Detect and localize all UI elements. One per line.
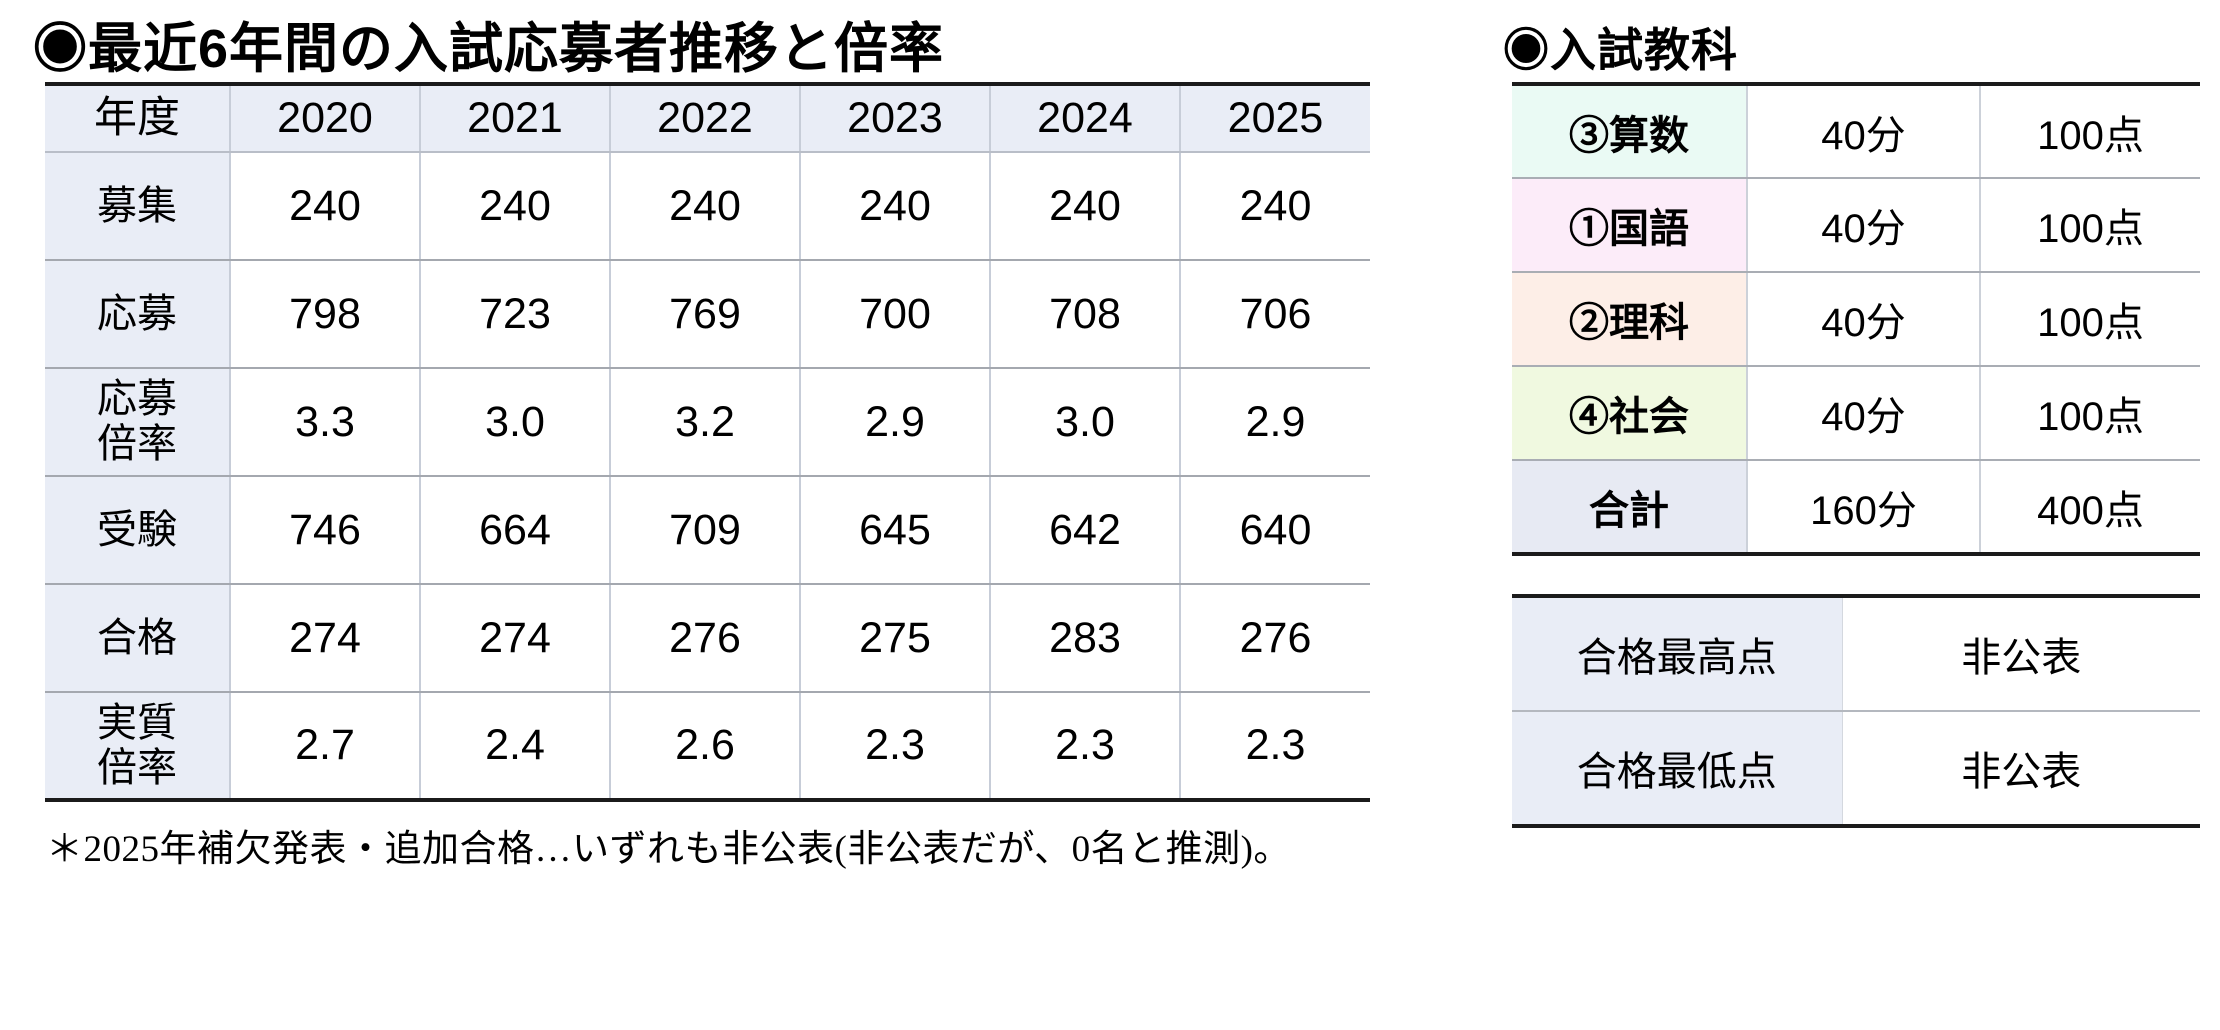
value-cell: 746 [230,476,421,585]
value-cell: 2.9 [800,368,991,477]
year-cell: 2020 [230,84,421,153]
subject-duration: 40分 [1747,84,1981,179]
year-cell: 2023 [800,84,991,153]
subject-label: ②理科 [1512,272,1748,367]
value-cell: 700 [800,260,991,369]
subject-points: 400点 [1980,460,2200,554]
row-label: 実質 倍率 [45,692,231,800]
row-label: 募集 [45,152,231,261]
table-row-applicants: 応募 798 723 769 700 708 706 [45,260,1370,369]
value-cell: 2.6 [610,692,801,800]
value-cell: 2.7 [230,692,421,800]
score-row-lowest: 合格最低点 非公表 [1512,711,2200,826]
table-row-application-ratio: 応募 倍率 3.3 3.0 3.2 2.9 3.0 2.9 [45,368,1370,477]
year-corner-cell: 年度 [45,84,231,153]
score-label: 合格最低点 [1512,711,1843,826]
value-cell: 2.3 [800,692,991,800]
subject-row-social: ④社会 40分 100点 [1512,366,2200,461]
value-cell: 2.3 [990,692,1181,800]
left-section-title: ◉最近6年間の入試応募者推移と倍率 [33,19,945,79]
value-cell: 3.0 [990,368,1181,477]
subject-row-japanese: ①国語 40分 100点 [1512,178,2200,273]
subject-row-science: ②理科 40分 100点 [1512,272,2200,367]
value-cell: 645 [800,476,991,585]
year-cell: 2025 [1180,84,1370,153]
score-label: 合格最高点 [1512,596,1843,712]
subject-points: 100点 [1980,178,2200,273]
value-cell: 274 [420,584,611,693]
subject-label: ③算数 [1512,84,1748,179]
subject-row-math: ③算数 40分 100点 [1512,84,2200,179]
subject-points: 100点 [1980,84,2200,179]
value-cell: 769 [610,260,801,369]
subject-label: ④社会 [1512,366,1748,461]
value-cell: 664 [420,476,611,585]
applicants-trend-table: 年度 2020 2021 2022 2023 2024 2025 募集 240 … [45,82,1370,802]
subject-points: 100点 [1980,272,2200,367]
subject-duration: 40分 [1747,366,1981,461]
table-row-passed: 合格 274 274 276 275 283 276 [45,584,1370,693]
value-cell: 240 [1180,152,1370,261]
value-cell: 723 [420,260,611,369]
value-cell: 240 [420,152,611,261]
footnote: ＊2025年補欠発表・追加合格…いずれも非公表(非公表だが、0名と推測)。 [46,829,1291,870]
score-value: 非公表 [1842,596,2200,712]
value-cell: 240 [610,152,801,261]
value-cell: 240 [230,152,421,261]
row-label: 応募 [45,260,231,369]
value-cell: 2.4 [420,692,611,800]
table-row-recruitment: 募集 240 240 240 240 240 240 [45,152,1370,261]
exam-subjects-table: ③算数 40分 100点 ①国語 40分 100点 ②理科 40分 100点 ④… [1512,82,2200,556]
value-cell: 274 [230,584,421,693]
value-cell: 3.3 [230,368,421,477]
value-cell: 240 [990,152,1181,261]
year-cell: 2022 [610,84,801,153]
value-cell: 798 [230,260,421,369]
value-cell: 708 [990,260,1181,369]
subject-label: 合計 [1512,460,1748,554]
value-cell: 240 [800,152,991,261]
score-row-highest: 合格最高点 非公表 [1512,596,2200,712]
year-cell: 2021 [420,84,611,153]
subject-duration: 40分 [1747,272,1981,367]
row-label: 合格 [45,584,231,693]
table-row-actual-ratio: 実質 倍率 2.7 2.4 2.6 2.3 2.3 2.3 [45,692,1370,800]
table-row-examinees: 受験 746 664 709 645 642 640 [45,476,1370,585]
value-cell: 3.2 [610,368,801,477]
value-cell: 640 [1180,476,1370,585]
value-cell: 2.9 [1180,368,1370,477]
value-cell: 709 [610,476,801,585]
subject-duration: 40分 [1747,178,1981,273]
value-cell: 706 [1180,260,1370,369]
table-header-row: 年度 2020 2021 2022 2023 2024 2025 [45,84,1370,153]
row-label: 受験 [45,476,231,585]
value-cell: 275 [800,584,991,693]
subject-row-total: 合計 160分 400点 [1512,460,2200,554]
value-cell: 283 [990,584,1181,693]
subject-points: 100点 [1980,366,2200,461]
pass-scores-table: 合格最高点 非公表 合格最低点 非公表 [1512,594,2200,828]
subject-label: ①国語 [1512,178,1748,273]
score-value: 非公表 [1842,711,2200,826]
value-cell: 642 [990,476,1181,585]
right-section-title: ◉入試教科 [1503,24,1738,76]
subject-duration: 160分 [1747,460,1981,554]
year-cell: 2024 [990,84,1181,153]
value-cell: 3.0 [420,368,611,477]
value-cell: 276 [610,584,801,693]
row-label: 応募 倍率 [45,368,231,477]
value-cell: 2.3 [1180,692,1370,800]
value-cell: 276 [1180,584,1370,693]
